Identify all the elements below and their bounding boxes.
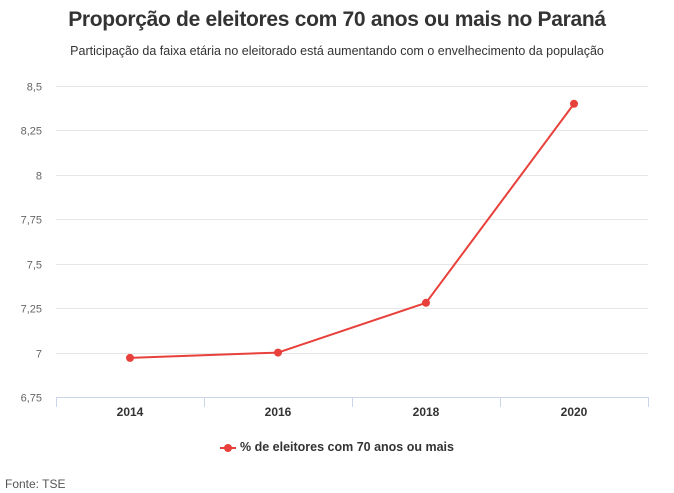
x-axis: 2014 2016 2018 2020 [56, 397, 649, 419]
series-line[interactable] [126, 99, 578, 362]
y-tick-label: 6,75 [21, 393, 42, 405]
y-tick-label: 7,25 [21, 304, 42, 316]
data-point[interactable] [126, 353, 134, 362]
source-note: Fonte: TSE [5, 477, 66, 491]
y-axis-labels: 6,75 7 7,25 7,5 7,75 8 8,25 8,5 [21, 82, 42, 405]
y-tick-label: 7,5 [27, 260, 42, 272]
y-tick-label: 8,5 [27, 82, 42, 94]
series-path [129, 103, 575, 359]
y-tick-label: 8,25 [21, 126, 42, 138]
chart-subtitle: Participação da faixa etária no eleitora… [70, 44, 604, 58]
legend-item[interactable]: % de eleitores com 70 anos ou mais [0, 440, 674, 454]
x-tick-label: 2014 [117, 405, 144, 419]
x-tick-label: 2018 [413, 405, 440, 419]
data-point[interactable] [422, 298, 430, 307]
y-tick-label: 8 [36, 171, 42, 183]
data-point[interactable] [274, 348, 282, 357]
y-tick-label: 7 [36, 349, 42, 361]
x-tick-label: 2016 [265, 405, 292, 419]
legend-label: % de eleitores com 70 anos ou mais [240, 440, 454, 454]
legend-marker-icon [220, 443, 236, 453]
gridlines [56, 86, 648, 354]
chart-title: Proporção de eleitores com 70 anos ou ma… [68, 8, 606, 31]
y-tick-label: 7,75 [21, 215, 42, 227]
data-point[interactable] [570, 99, 578, 108]
x-tick-label: 2020 [561, 405, 588, 419]
